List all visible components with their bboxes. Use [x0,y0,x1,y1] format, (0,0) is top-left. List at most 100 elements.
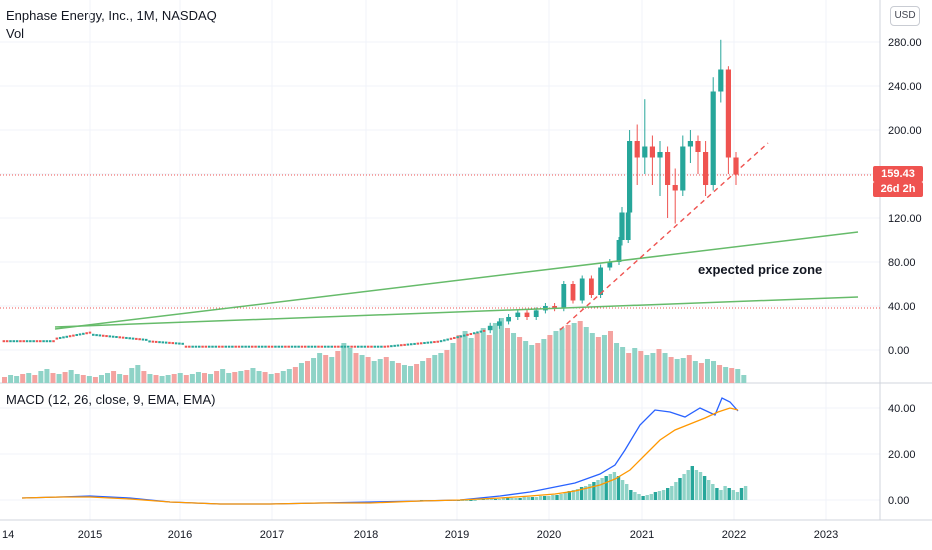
price-tick [482,329,486,332]
price-history [2,329,486,348]
volume-bar [256,371,262,383]
price-tick [171,342,175,345]
time-tick-label: 2018 [354,529,378,541]
price-tick [274,345,277,348]
macd-histogram-bar [592,482,596,500]
volume-bar [159,376,165,383]
time-axis[interactable]: 14 2015 2016 2017 2018 2019 2020 2021 2022 2023 [2,529,838,541]
currency-button[interactable]: USD [890,6,920,26]
volume-bar [50,373,56,383]
price-tick [9,340,12,343]
price-tick [449,337,453,340]
volume-bar [129,368,135,383]
volume-bar [644,355,650,383]
price-tick [204,345,208,348]
price-tick-label: 0.00 [888,345,909,357]
macd-histogram-bar [485,499,489,500]
price-tick [393,344,396,347]
price-tick [436,340,439,343]
price-tick [456,336,459,339]
volume-bar [377,359,383,383]
macd-histogram-bar [596,480,600,500]
macd-histogram-bar [493,499,498,500]
time-tick-label: 2017 [260,529,284,541]
candle-body [515,312,521,317]
price-tick [42,340,45,343]
price-tick [380,345,383,348]
volume-bar [135,365,141,383]
candle-body [718,69,724,92]
macd-axis[interactable]: 40.00 20.00 0.00 [888,403,916,507]
price-tick [376,345,380,348]
lower-trendline[interactable] [54,296,859,328]
candle-body [625,212,631,240]
volume-bar [638,351,644,383]
dashed-trendline[interactable] [559,142,769,331]
price-tick-label: 200.00 [888,125,922,137]
price-tick [386,345,390,348]
macd-histogram-bar [653,492,658,500]
price-tick [118,336,122,339]
macd-histogram-bar [670,486,674,500]
annotation-text[interactable]: expected price zone [698,262,822,277]
macd-histogram-bar [649,494,653,500]
macd-histogram-bar [538,496,543,500]
macd-histogram-bar [702,476,707,500]
candle-body [524,312,530,317]
price-axis[interactable]: 280.00240.00200.00160.00120.0080.0040.00… [888,37,922,357]
price-tick [426,341,430,344]
macd-histogram-bar [739,488,744,500]
price-tick [350,345,353,348]
macd-histogram-bar [530,497,535,500]
price-tick [214,345,218,348]
price-tick [92,333,95,336]
volume-bar [201,373,207,383]
candle-body [619,212,625,240]
candle-body [627,141,633,213]
macd-histogram-bar [723,486,727,500]
macd-histogram [420,466,748,501]
volume-bar [620,347,626,383]
volume-bar [438,353,444,383]
price-tick [201,345,204,348]
price-tick [131,337,135,340]
price-tick [128,337,131,340]
price-tick [154,340,158,343]
macd-histogram-bar [727,488,731,500]
price-tick [366,345,370,348]
price-tick [416,342,420,345]
volume-bar [632,348,638,383]
macd-histogram-bar [678,478,682,500]
price-tick [400,344,403,347]
macd-histogram-bar [469,500,473,501]
macd-histogram-bar [518,498,522,500]
volume-bar [480,328,486,383]
candle-body [607,262,613,268]
volume-bar [704,359,710,383]
price-tick [356,345,360,348]
price-tick [333,345,337,348]
volume-bar [583,327,589,383]
price-tick [260,345,264,348]
candle-body [687,141,693,147]
macd-histogram-bar [625,484,629,500]
price-tick [423,341,426,344]
price-tick [52,340,55,343]
price-tick [98,334,102,337]
price-tick [327,345,330,348]
price-tick [161,341,165,344]
upper-trendline[interactable] [54,231,859,330]
volume-bar [601,335,607,383]
macd-histogram-bar [711,484,715,500]
time-tick-label: 2023 [814,529,838,541]
macd-histogram-bar [579,487,584,500]
macd-histogram-bar [616,476,621,500]
price-tick [466,333,469,336]
price-tick [337,345,340,348]
macd-histogram-bar [645,495,649,500]
volume-bar [274,373,280,383]
volume-bar [98,375,104,383]
price-tick [469,333,473,336]
price-tick [462,334,466,337]
